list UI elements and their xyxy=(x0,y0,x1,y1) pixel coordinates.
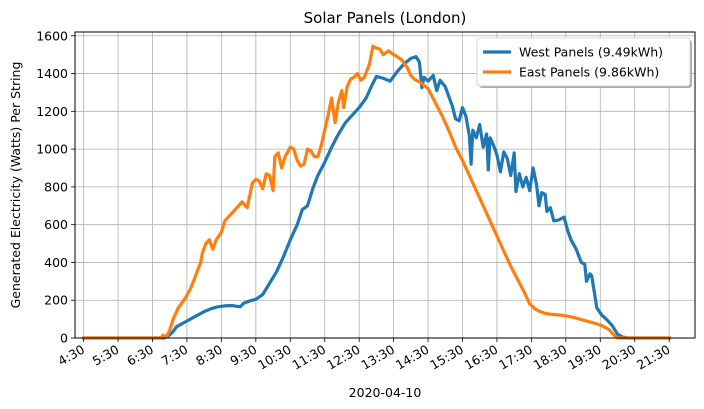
y-axis-title: Generated Electricity (Watts) Per String xyxy=(8,62,23,309)
y-tick-label: 1000 xyxy=(36,142,68,157)
y-tick-label: 600 xyxy=(44,217,68,232)
series-line-east xyxy=(82,44,671,340)
legend-label: West Panels (9.49kWh) xyxy=(519,45,663,60)
series-line-west xyxy=(82,55,671,340)
y-tick-label: 1200 xyxy=(36,104,68,119)
legend-box xyxy=(476,37,691,87)
y-tick-label: 800 xyxy=(44,179,68,194)
series-lines xyxy=(82,44,671,340)
y-tick-label: 1400 xyxy=(36,66,68,81)
y-tick-label: 1600 xyxy=(36,28,68,43)
x-axis-title: 2020-04-10 xyxy=(349,385,422,400)
chart-title: Solar Panels (London) xyxy=(304,9,467,27)
y-tick-label: 400 xyxy=(44,255,68,270)
y-tick-label: 200 xyxy=(44,293,68,308)
y-tick-label: 0 xyxy=(60,331,68,346)
plot-frame xyxy=(74,31,696,339)
legend: West Panels (9.49kWh) East Panels (9.86kW… xyxy=(476,37,692,88)
legend-label: East Panels (9.86kWh) xyxy=(519,65,659,80)
